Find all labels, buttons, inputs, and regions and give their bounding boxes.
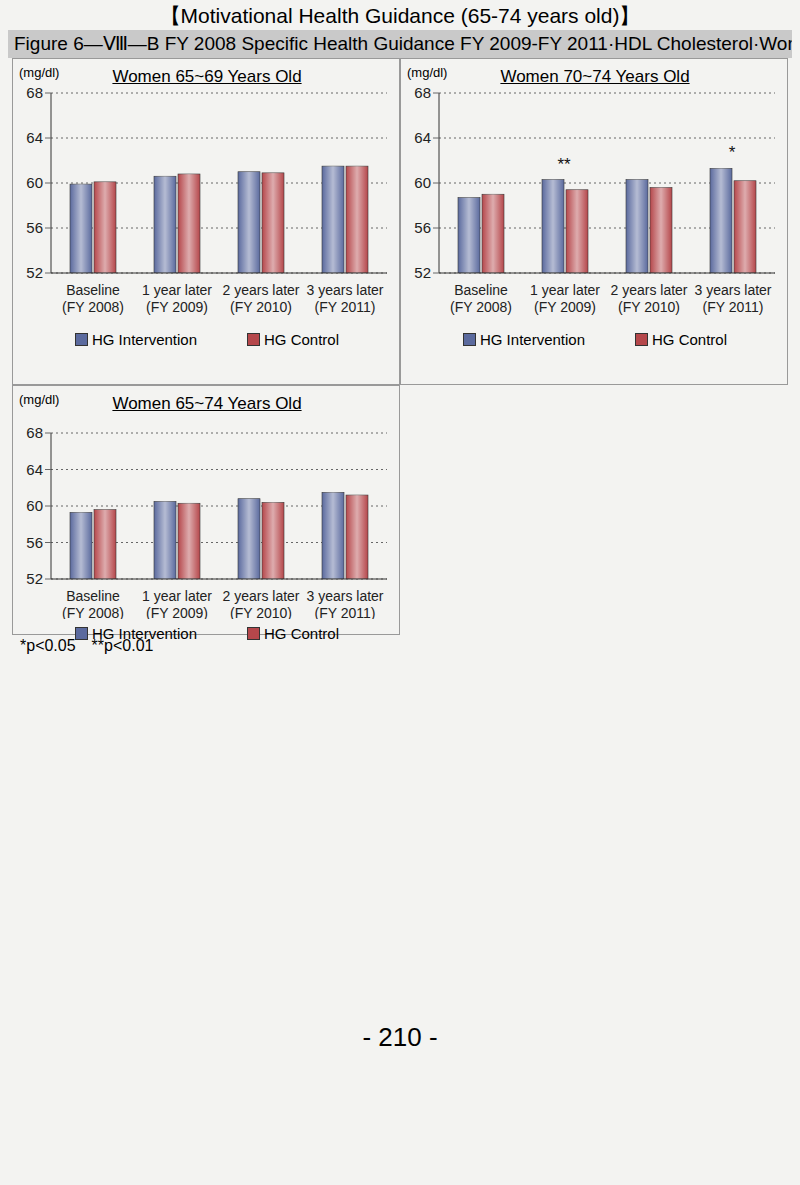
html-text:- 210 -: - 210 - <box>362 1022 438 1052</box>
svg-text:1 year later(FY 2009): 1 year later(FY 2009) <box>530 282 600 315</box>
svg-text:Baseline(FY 2008): Baseline(FY 2008) <box>62 588 124 619</box>
svg-text:3 years later(FY 2011): 3 years later(FY 2011) <box>694 282 771 315</box>
html-text:Women 65~69 Years Old: Women 65~69 Years Old <box>112 67 302 86</box>
html-text:HG Control: HG Control <box>264 331 339 348</box>
svg-text:64: 64 <box>414 129 431 146</box>
svg-text:68: 68 <box>26 424 43 441</box>
svg-text:*: * <box>729 143 736 162</box>
html-text:Women 65~74 Years Old: Women 65~74 Years Old <box>112 394 302 413</box>
svg-text:56: 56 <box>26 534 43 551</box>
svg-text:64: 64 <box>26 129 43 146</box>
svg-text:1 year later(FY 2009): 1 year later(FY 2009) <box>142 588 212 619</box>
svg-text:52: 52 <box>26 264 43 281</box>
svg-text:68: 68 <box>26 84 43 101</box>
svg-text:56: 56 <box>414 219 431 236</box>
html-text:HG Intervention: HG Intervention <box>92 625 197 642</box>
svg-text:2 years later(FY 2010): 2 years later(FY 2010) <box>222 588 299 619</box>
svg-text:52: 52 <box>26 570 43 587</box>
html-text:HG Control: HG Control <box>264 625 339 642</box>
html-text:*p<0.05 **p<0.01: *p<0.05 **p<0.01 <box>20 637 154 654</box>
html-text:(mg/dl): (mg/dl) <box>19 65 60 80</box>
html-text:Women 70~74 Years Old: Women 70~74 Years Old <box>500 67 690 86</box>
svg-text:56: 56 <box>26 219 43 236</box>
svg-text:60: 60 <box>26 497 43 514</box>
svg-text:64: 64 <box>26 461 43 478</box>
svg-text:2 years later(FY 2010): 2 years later(FY 2010) <box>222 282 299 315</box>
svg-text:52: 52 <box>414 264 431 281</box>
svg-text:3 years later(FY 2011): 3 years later(FY 2011) <box>306 588 383 619</box>
html-text:HG Intervention: HG Intervention <box>92 331 197 348</box>
html-text:(mg/dl): (mg/dl) <box>19 392 60 407</box>
html-text:HG Intervention: HG Intervention <box>480 331 585 348</box>
svg-text:3 years later(FY 2011): 3 years later(FY 2011) <box>306 282 383 315</box>
svg-text:Baseline(FY 2008): Baseline(FY 2008) <box>450 282 512 315</box>
html-text:【Motivational Health Guidance: 【Motivational Health Guidance (65-74 yea… <box>159 4 641 27</box>
svg-text:**: ** <box>557 155 571 174</box>
svg-text:Baseline(FY 2008): Baseline(FY 2008) <box>62 282 124 315</box>
svg-text:2 years later(FY 2010): 2 years later(FY 2010) <box>610 282 687 315</box>
svg-text:60: 60 <box>414 174 431 191</box>
html-text:(mg/dl): (mg/dl) <box>407 65 448 80</box>
html-text:HG Control: HG Control <box>652 331 727 348</box>
svg-text:68: 68 <box>414 84 431 101</box>
svg-text:1 year later(FY 2009): 1 year later(FY 2009) <box>142 282 212 315</box>
svg-text:60: 60 <box>26 174 43 191</box>
